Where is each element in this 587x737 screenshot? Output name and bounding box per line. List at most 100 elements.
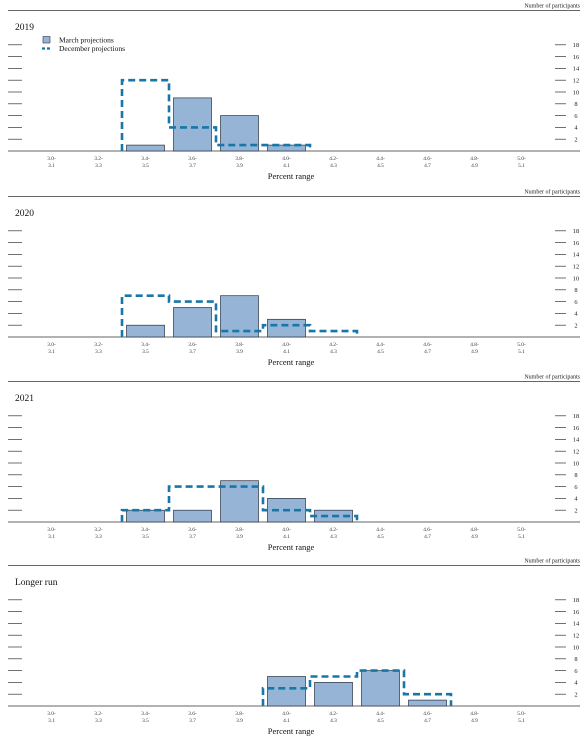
legend-march-swatch: [42, 36, 51, 44]
chart-panel-0: Number of participants 2019 March projecti…: [8, 3, 581, 181]
y-tick-label: 8: [574, 472, 577, 479]
y-tick-label: 8: [574, 656, 577, 663]
category-label-top: 4.0-: [282, 527, 291, 533]
category-label-top: 4.2-: [329, 711, 338, 717]
category-label-top: 4.8-: [470, 156, 479, 162]
category-label-top: 3.0-: [47, 342, 56, 348]
category-label-bottom: 4.3: [330, 163, 337, 169]
category-label-top: 3.0-: [47, 156, 56, 162]
y-tick-label: 2: [574, 508, 577, 515]
category-label-top: 3.6-: [188, 527, 197, 533]
y-tick-label: 8: [574, 287, 577, 294]
category-label-top: 3.8-: [235, 342, 244, 348]
category-label-top: 4.6-: [423, 342, 432, 348]
y-tick-label: 8: [574, 101, 577, 108]
category-label-top: 4.2-: [329, 156, 338, 162]
category-label-bottom: 4.3: [330, 349, 337, 355]
y-tick-label: 18: [573, 597, 579, 604]
y-tick-label: 10: [573, 275, 579, 282]
category-label-top: 4.0-: [282, 342, 291, 348]
category-label-bottom: 3.1: [48, 534, 55, 540]
march-bar: [314, 682, 353, 707]
category-label-top: 5.0-: [517, 527, 526, 533]
category-label-bottom: 3.1: [48, 718, 55, 724]
category-label-top: 5.0-: [517, 156, 526, 162]
category-label-top: 3.8-: [235, 527, 244, 533]
category-label-bottom: 3.7: [189, 718, 196, 724]
y-axis-label: Number of participants: [524, 374, 580, 381]
category-label-bottom: 5.1: [518, 349, 525, 355]
y-tick-label: 6: [574, 484, 577, 491]
y-tick-label: 16: [573, 425, 579, 432]
y-tick-label: 18: [573, 413, 579, 420]
y-tick-label: 4: [574, 311, 578, 318]
category-label-bottom: 4.1: [283, 718, 290, 724]
legend-march-label: March projections: [59, 36, 114, 45]
category-label-bottom: 3.5: [142, 718, 149, 724]
y-tick-label: 14: [573, 621, 580, 628]
x-axis-label: Percent range: [268, 357, 315, 367]
category-label-bottom: 3.9: [236, 349, 243, 355]
category-label-bottom: 3.3: [95, 718, 102, 724]
category-label-bottom: 4.1: [283, 534, 290, 540]
category-label-bottom: 4.5: [377, 163, 384, 169]
y-tick-label: 2: [574, 137, 577, 144]
y-tick-label: 18: [573, 42, 579, 49]
category-label-bottom: 3.3: [95, 349, 102, 355]
category-label-bottom: 3.5: [142, 163, 149, 169]
category-label-bottom: 3.5: [142, 349, 149, 355]
category-label-top: 4.6-: [423, 527, 432, 533]
y-tick-label: 2: [574, 692, 577, 699]
y-axis-label: Number of participants: [524, 3, 580, 10]
panel-title: 2021: [15, 394, 34, 404]
y-tick-label: 14: [573, 437, 580, 444]
december-outline: [120, 78, 312, 151]
y-tick-label: 4: [574, 125, 578, 132]
category-label-top: 4.4-: [376, 342, 385, 348]
chart-panel-2: Number of participants 2021 2 4 6 8 10 12 14 16 18…: [8, 374, 581, 552]
march-bar: [408, 699, 447, 707]
y-tick-label: 16: [573, 54, 579, 61]
category-label-bottom: 3.7: [189, 534, 196, 540]
category-label-bottom: 4.7: [424, 349, 431, 355]
category-label-bottom: 3.1: [48, 349, 55, 355]
category-label-bottom: 4.5: [377, 349, 384, 355]
y-tick-label: 10: [573, 644, 579, 651]
category-label-top: 4.2-: [329, 527, 338, 533]
category-label-top: 4.0-: [282, 711, 291, 717]
category-label-top: 4.2-: [329, 342, 338, 348]
y-tick-label: 14: [573, 252, 580, 259]
y-tick-label: 18: [573, 228, 579, 235]
category-label-top: 3.4-: [141, 342, 150, 348]
category-label-bottom: 4.3: [330, 718, 337, 724]
category-label-top: 4.8-: [470, 711, 479, 717]
y-tick-label: 6: [574, 113, 577, 120]
category-label-top: 3.0-: [47, 527, 56, 533]
march-bar: [173, 307, 212, 338]
category-label-bottom: 4.5: [377, 718, 384, 724]
panel-title: Longer run: [15, 578, 58, 588]
category-label-bottom: 4.9: [471, 163, 478, 169]
category-label-top: 4.4-: [376, 527, 385, 533]
y-tick-label: 10: [573, 89, 579, 96]
y-axis-label: Number of participants: [524, 558, 580, 565]
category-label-bottom: 4.7: [424, 534, 431, 540]
category-label-bottom: 4.7: [424, 163, 431, 169]
y-tick-label: 14: [573, 66, 580, 73]
y-tick-label: 12: [573, 449, 579, 456]
category-label-bottom: 3.9: [236, 163, 243, 169]
march-bar: [173, 97, 212, 152]
y-tick-label: 6: [574, 299, 577, 306]
category-label-top: 5.0-: [517, 342, 526, 348]
category-label-top: 4.4-: [376, 711, 385, 717]
y-tick-label: 12: [573, 633, 579, 640]
category-label-bottom: 4.9: [471, 718, 478, 724]
category-label-top: 3.8-: [235, 711, 244, 717]
category-label-top: 4.4-: [376, 156, 385, 162]
y-tick-label: 12: [573, 78, 579, 85]
category-label-top: 3.4-: [141, 711, 150, 717]
y-tick-label: 2: [574, 323, 577, 330]
category-label-top: 3.4-: [141, 527, 150, 533]
category-label-top: 4.6-: [423, 156, 432, 162]
december-outline: [120, 485, 359, 522]
